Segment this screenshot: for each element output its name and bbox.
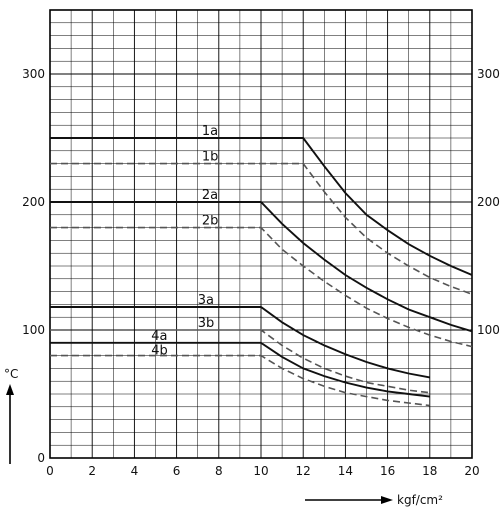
x-tick-label: 2	[88, 464, 96, 478]
x-tick-label: 0	[46, 464, 54, 478]
series-line-2a	[50, 201, 473, 333]
x-tick-label: 4	[131, 464, 139, 478]
series-label-2b: 2b	[202, 214, 219, 229]
y-tick-label-left: 300	[22, 67, 45, 81]
x-tick-label: 16	[380, 464, 395, 478]
y-tick-label-left: 0	[37, 451, 45, 465]
series-line-4a	[50, 341, 430, 398]
y-axis-unit: °C	[4, 367, 18, 464]
series-line-3b	[50, 329, 430, 394]
series-line-1a	[50, 137, 473, 276]
series-label-1b: 1b	[202, 150, 219, 165]
series-line-2b	[50, 226, 473, 348]
series-label-1a: 1a	[202, 124, 218, 139]
x-axis-unit: kgf/cm²	[305, 493, 443, 507]
series-line-3a	[50, 306, 430, 379]
x-tick-label: 6	[173, 464, 181, 478]
series-line-4b	[50, 354, 430, 407]
y-tick-label-right: 200	[477, 195, 500, 209]
series-label-2a: 2a	[202, 188, 218, 203]
x-tick-label: 12	[296, 464, 311, 478]
series-label-4a: 4a	[151, 329, 167, 344]
series-label-4b: 4b	[151, 344, 168, 359]
y-tick-label-right: 100	[477, 323, 500, 337]
x-axis-label: kgf/cm²	[397, 493, 443, 507]
grid	[49, 9, 473, 459]
series-line-1b	[50, 162, 473, 295]
x-tick-label: 18	[422, 464, 437, 478]
x-tick-label: 8	[215, 464, 223, 478]
y-tick-label-left: 200	[22, 195, 45, 209]
x-tick-label: 10	[253, 464, 268, 478]
series-label-3b: 3b	[198, 316, 215, 331]
x-arrow-head-icon	[381, 496, 393, 504]
plot-frame	[49, 9, 473, 459]
series-label-3a: 3a	[198, 293, 214, 308]
series-lines	[50, 137, 473, 407]
x-tick-label: 20	[464, 464, 479, 478]
y-axis-label: °C	[4, 367, 18, 381]
y-tick-label-left: 100	[22, 323, 45, 337]
y-arrow-head-icon	[6, 384, 14, 395]
x-tick-label: 14	[338, 464, 353, 478]
y-tick-label-right: 300	[477, 67, 500, 81]
